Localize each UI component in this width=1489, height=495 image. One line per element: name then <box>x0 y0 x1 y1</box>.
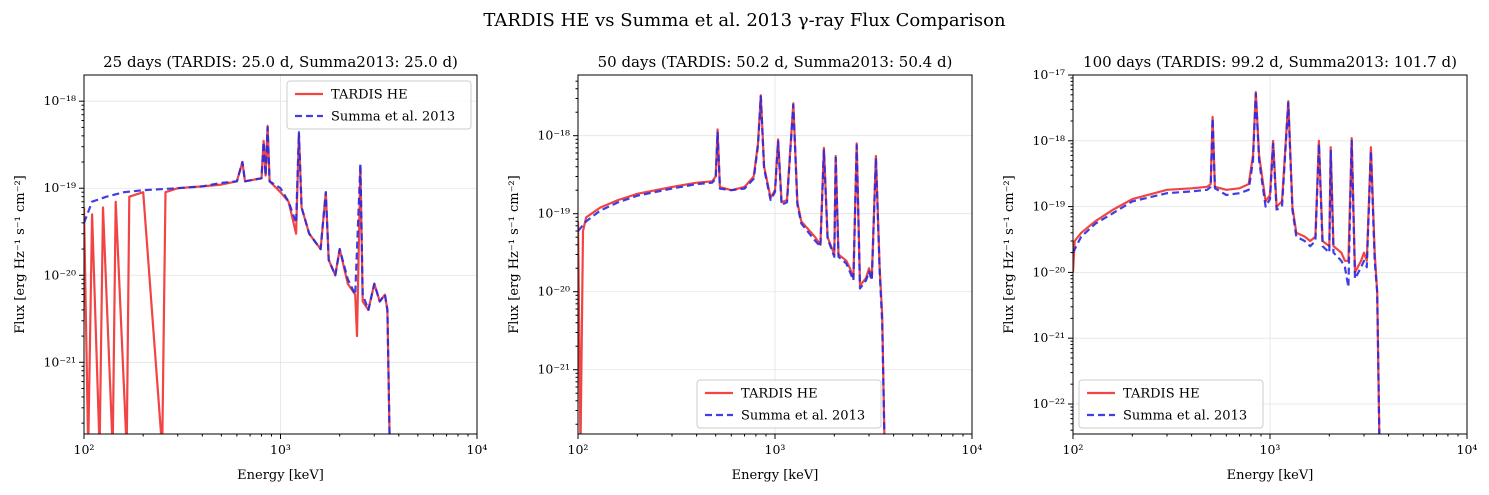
legend-label: TARDIS HE <box>331 88 408 103</box>
x-tick-label: 10³ <box>765 442 786 457</box>
x-axis-label: Energy [keV] <box>237 468 324 483</box>
x-tick-label: 10³ <box>1260 442 1281 457</box>
x-axis-label: Energy [keV] <box>732 468 819 483</box>
panel-title: 100 days (TARDIS: 99.2 d, Summa2013: 101… <box>1083 53 1457 71</box>
y-tick-label: 10⁻²¹ <box>1032 330 1065 345</box>
x-tick-label: 10² <box>568 442 589 457</box>
figure-title: TARDIS HE vs Summa et al. 2013 γ-ray Flu… <box>483 10 1006 31</box>
legend-label: Summa et al. 2013 <box>1123 409 1247 424</box>
panel-title: 25 days (TARDIS: 25.0 d, Summa2013: 25.0… <box>103 53 458 71</box>
legend: TARDIS HE Summa et al. 2013 <box>1078 379 1264 429</box>
chart-panel-1: 10² 10³ 10⁴ 10⁻²¹ 10⁻²⁰ 10⁻¹⁹ 10⁻¹⁸ 25 days (TA… <box>13 53 487 483</box>
legend-label: Summa et al. 2013 <box>741 409 865 424</box>
y-tick-label: 10⁻²¹ <box>537 362 570 377</box>
chart-panel-3: 10² 10³ 10⁴ 10⁻²² 10⁻²¹ 10⁻²⁰ 10⁻¹⁹ 10⁻¹⁸ 10⁻¹⁷ 1… <box>1002 53 1477 483</box>
x-tick-label: 10² <box>1063 442 1084 457</box>
series-tardis-he-line <box>84 124 391 434</box>
y-tick-label: 10⁻¹⁹ <box>43 180 76 195</box>
x-tick-label: 10³ <box>270 442 291 457</box>
y-tick-label: 10⁻¹⁸ <box>1032 133 1065 148</box>
y-axis-label: Flux [erg Hz⁻¹ s⁻¹ cm⁻²] <box>1002 175 1017 333</box>
x-tick-label: 10⁴ <box>467 442 488 457</box>
series-summa-2013-line <box>1073 92 1381 434</box>
panel-title: 50 days (TARDIS: 50.2 d, Summa2013: 50.4… <box>598 53 953 71</box>
series-summa-2013-line <box>578 95 886 434</box>
legend: TARDIS HE Summa et al. 2013 <box>696 379 882 429</box>
y-tick-label: 10⁻²⁰ <box>43 267 76 282</box>
legend-label: TARDIS HE <box>741 387 818 402</box>
y-tick-label: 10⁻¹⁷ <box>1032 67 1065 82</box>
y-tick-label: 10⁻²⁰ <box>537 284 570 299</box>
chart-panel-2: 10² 10³ 10⁴ 10⁻²¹ 10⁻²⁰ 10⁻¹⁹ 10⁻¹⁸ 50 days (TA… <box>507 53 982 483</box>
y-tick-label: 10⁻¹⁸ <box>537 128 570 143</box>
x-tick-label: 10⁴ <box>962 442 983 457</box>
y-tick-label: 10⁻²⁰ <box>1032 264 1065 279</box>
x-axis-label: Energy [keV] <box>1227 468 1314 483</box>
y-axis-label: Flux [erg Hz⁻¹ s⁻¹ cm⁻²] <box>13 175 28 333</box>
series-summa-2013-line <box>84 126 391 434</box>
legend-label: TARDIS HE <box>1123 387 1200 402</box>
x-tick-label: 10² <box>74 442 95 457</box>
y-tick-label: 10⁻²² <box>1032 396 1065 411</box>
y-tick-label: 10⁻²¹ <box>43 354 76 369</box>
legend-label: Summa et al. 2013 <box>331 110 455 125</box>
x-tick-label: 10⁴ <box>1457 442 1478 457</box>
legend: TARDIS HE Summa et al. 2013 <box>286 80 472 130</box>
legend-box <box>696 379 882 429</box>
y-tick-label: 10⁻¹⁸ <box>43 93 76 108</box>
legend-box <box>286 80 472 130</box>
legend-box <box>1078 379 1264 429</box>
y-axis-label: Flux [erg Hz⁻¹ s⁻¹ cm⁻²] <box>507 175 522 333</box>
y-tick-label: 10⁻¹⁹ <box>537 206 570 221</box>
y-tick-label: 10⁻¹⁹ <box>1032 199 1065 214</box>
